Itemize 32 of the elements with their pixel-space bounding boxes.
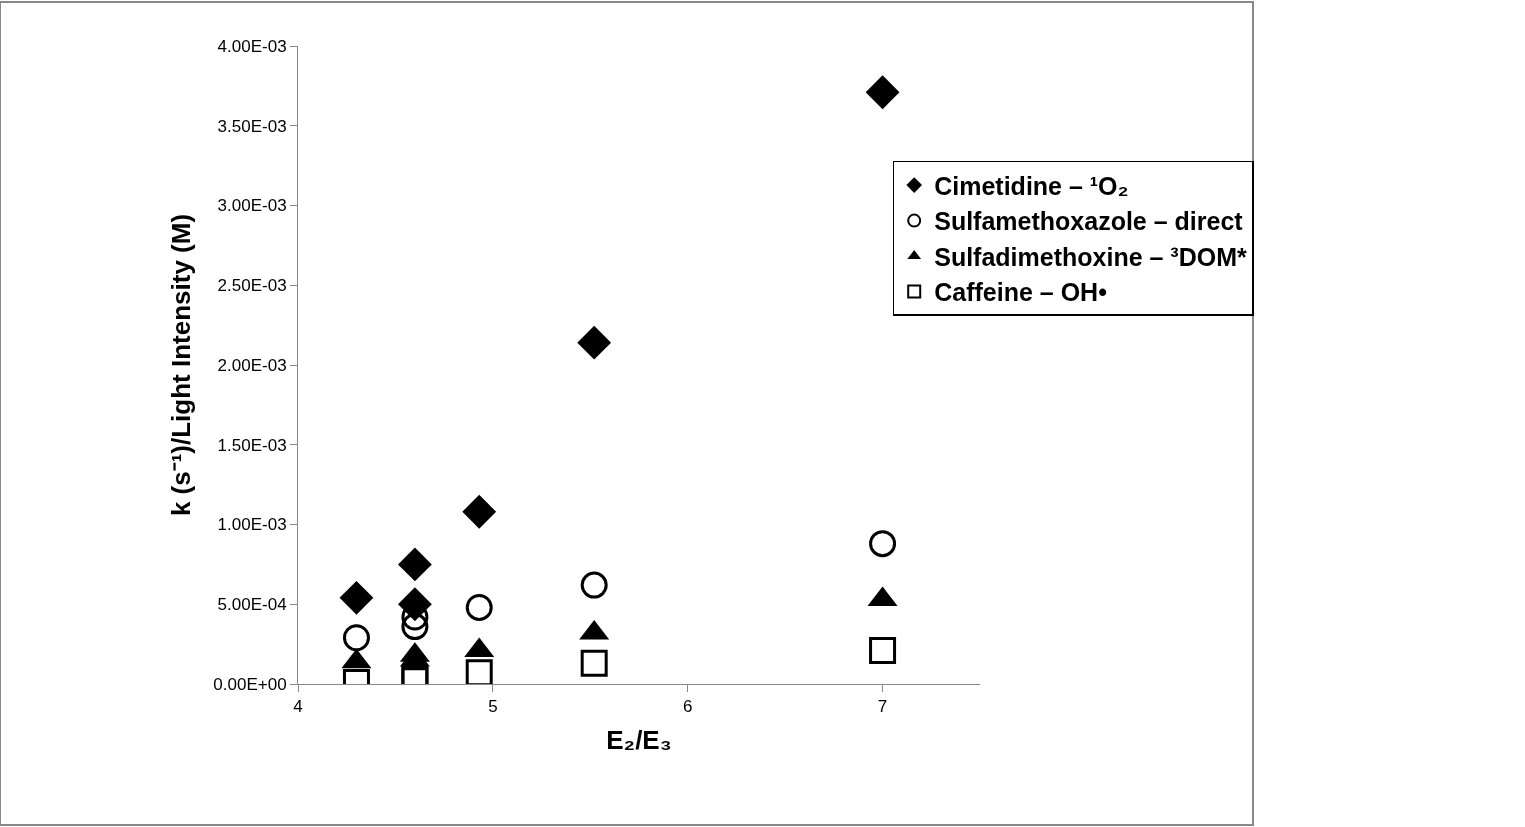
point	[577, 325, 612, 360]
point	[342, 624, 370, 652]
x-tick-label: 6	[682, 697, 693, 717]
y-tick-label: 0.00E+00	[213, 674, 287, 694]
x-tick-label: 4	[293, 697, 303, 717]
point	[869, 530, 897, 558]
point	[580, 649, 608, 677]
point	[865, 75, 900, 110]
point	[401, 613, 429, 641]
point	[398, 547, 432, 582]
legend-label: Sulfamethoxazole – direct	[934, 207, 1244, 236]
point	[339, 580, 374, 615]
legend-label: Caffeine – OH•	[934, 278, 1107, 307]
point	[465, 593, 493, 621]
y-tick-label: 5.00E-04	[217, 595, 287, 615]
y-tick-label: 3.00E-03	[217, 196, 287, 216]
legend-label: Sulfadimethoxine – ³DOM*	[934, 242, 1248, 271]
point	[465, 659, 493, 684]
y-tick-label: 3.50E-03	[217, 116, 287, 136]
x-tick-label: 5	[488, 697, 498, 717]
y-tick-label: 1.00E-03	[217, 515, 287, 535]
y-tick-label: 4.00E-03	[217, 36, 287, 56]
y-tick-label: 2.00E-03	[217, 355, 287, 375]
point	[580, 571, 608, 599]
y-axis-title: k (s⁻¹)/Light Intensity (M)	[165, 213, 196, 517]
point	[869, 637, 897, 665]
y-tick-label: 1.50E-03	[217, 435, 287, 455]
y-tick-label: 2.50E-03	[217, 276, 287, 296]
point	[462, 494, 497, 529]
x-tick-label: 7	[877, 697, 888, 717]
x-axis-title: E₂/E₃	[606, 725, 672, 756]
legend-label: Cimetidine – ¹O₂	[934, 171, 1129, 200]
